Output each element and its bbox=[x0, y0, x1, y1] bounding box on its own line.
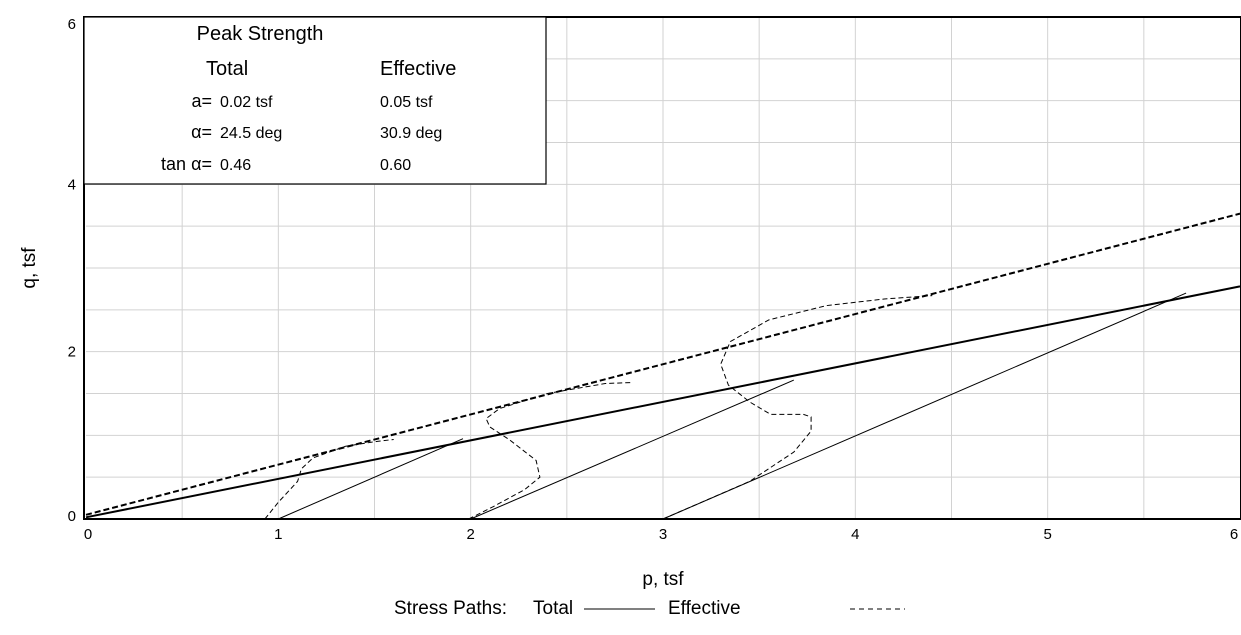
table-cell-total: 0.46 bbox=[220, 157, 251, 174]
table-row-label: a= bbox=[191, 91, 212, 111]
table-cell-effective: 0.60 bbox=[380, 157, 411, 174]
table-row-label: α= bbox=[191, 122, 212, 142]
stress-path-effective bbox=[662, 295, 933, 520]
legend: Stress Paths: Total Effective bbox=[394, 598, 905, 619]
table-cell-total: 0.02 tsf bbox=[220, 94, 273, 111]
table-cell-effective: 0.05 tsf bbox=[380, 94, 433, 111]
y-tick-label: 2 bbox=[68, 344, 76, 361]
x-tick-label: 4 bbox=[851, 526, 859, 543]
x-tick-label: 3 bbox=[659, 526, 667, 543]
y-tick-label: 4 bbox=[68, 176, 76, 193]
table-row-label: tan α= bbox=[161, 154, 212, 174]
table-title: Peak Strength bbox=[197, 23, 324, 45]
plot-frame bbox=[83, 16, 1241, 520]
y-axis-title: q, tsf bbox=[19, 247, 40, 289]
stress-path-effective bbox=[264, 439, 394, 520]
table-box bbox=[83, 16, 547, 185]
grid bbox=[86, 17, 1240, 519]
legend-effective-label: Effective bbox=[668, 598, 741, 619]
peak-strength-table: Peak Strength Total Effective a= 0.02 ts… bbox=[83, 16, 547, 185]
stress-path-total bbox=[470, 379, 794, 520]
x-tick-label: 2 bbox=[466, 526, 474, 543]
stress-path-effective bbox=[468, 382, 631, 520]
table-cell-effective: 30.9 deg bbox=[380, 125, 442, 142]
x-tick-labels: 0 1 2 3 4 5 6 bbox=[84, 526, 1238, 543]
y-tick-label: 0 bbox=[68, 508, 76, 525]
x-tick-label: 0 bbox=[84, 526, 92, 543]
x-tick-label: 5 bbox=[1043, 526, 1051, 543]
table-cell-total: 24.5 deg bbox=[220, 125, 282, 142]
legend-prefix: Stress Paths: bbox=[394, 598, 507, 619]
y-tick-label: 6 bbox=[68, 16, 76, 33]
x-tick-label: 6 bbox=[1230, 526, 1238, 543]
x-axis-title: p, tsf bbox=[642, 569, 684, 590]
stress-path-total bbox=[662, 292, 1187, 520]
stress-paths bbox=[264, 292, 1187, 520]
table-col-effective: Effective bbox=[380, 58, 456, 80]
table-col-total: Total bbox=[206, 58, 248, 80]
envelope-line-effective bbox=[85, 212, 1241, 516]
envelope-line-total bbox=[85, 285, 1241, 519]
failure-envelopes bbox=[85, 212, 1241, 519]
y-tick-labels: 0 2 4 6 bbox=[68, 16, 76, 525]
stress-path-total bbox=[278, 438, 464, 520]
legend-total-label: Total bbox=[533, 598, 573, 619]
x-tick-label: 1 bbox=[274, 526, 282, 543]
